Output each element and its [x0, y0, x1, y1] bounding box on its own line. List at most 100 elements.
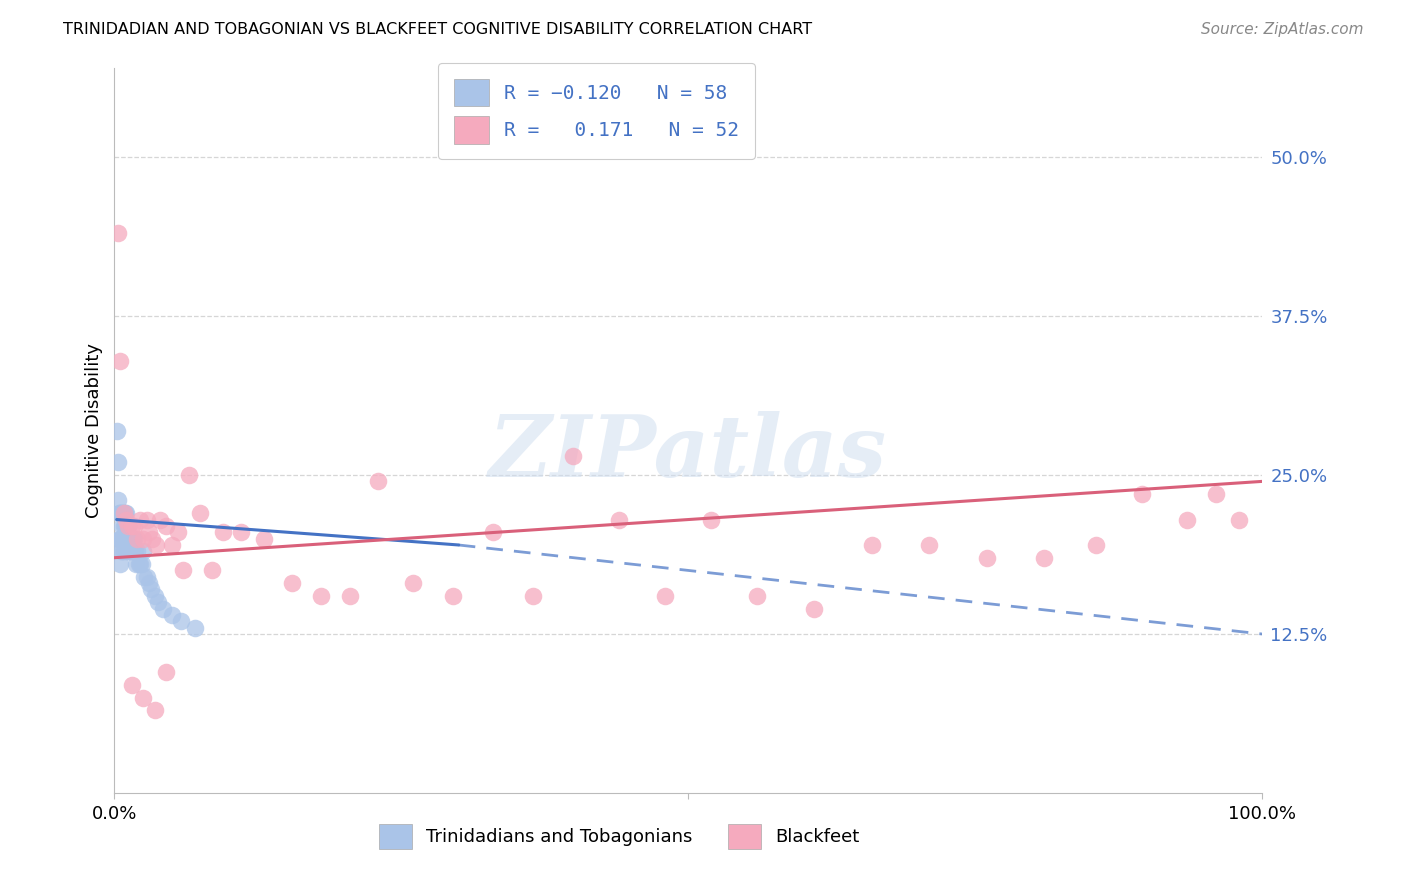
- Point: [160, 538, 183, 552]
- Point: [121, 544, 143, 558]
- Point: [441, 589, 464, 603]
- Point: [120, 544, 142, 558]
- Y-axis label: Cognitive Disability: Cognitive Disability: [86, 343, 103, 518]
- Point: [105, 424, 128, 438]
- Point: [138, 525, 160, 540]
- Point: [135, 512, 157, 526]
- Point: [155, 665, 177, 680]
- Point: [110, 532, 132, 546]
- Point: [115, 512, 138, 526]
- Point: [184, 621, 207, 635]
- Point: [112, 506, 135, 520]
- Point: [115, 532, 138, 546]
- Point: [108, 532, 131, 546]
- Point: [107, 493, 129, 508]
- Point: [115, 519, 138, 533]
- Point: [121, 678, 143, 692]
- Point: [112, 532, 135, 546]
- Point: [117, 519, 139, 533]
- Point: [190, 506, 212, 520]
- Point: [122, 519, 145, 533]
- Point: [482, 525, 505, 540]
- Point: [107, 227, 129, 241]
- Point: [609, 512, 631, 526]
- Point: [201, 563, 224, 577]
- Point: [145, 538, 167, 552]
- Text: TRINIDADIAN AND TOBAGONIAN VS BLACKFEET COGNITIVE DISABILITY CORRELATION CHART: TRINIDADIAN AND TOBAGONIAN VS BLACKFEET …: [63, 22, 813, 37]
- Point: [745, 589, 768, 603]
- Point: [139, 582, 162, 597]
- Point: [122, 544, 145, 558]
- Point: [121, 532, 143, 546]
- Point: [124, 544, 146, 558]
- Point: [110, 506, 132, 520]
- Point: [120, 532, 142, 546]
- Point: [111, 519, 134, 533]
- Point: [229, 525, 252, 540]
- Point: [143, 589, 166, 603]
- Point: [132, 690, 155, 705]
- Point: [172, 563, 194, 577]
- Point: [111, 532, 134, 546]
- Point: [212, 525, 235, 540]
- Point: [252, 532, 274, 546]
- Point: [127, 544, 149, 558]
- Point: [131, 557, 153, 571]
- Point: [128, 557, 150, 571]
- Point: [108, 506, 131, 520]
- Point: [402, 576, 425, 591]
- Point: [112, 506, 135, 520]
- Point: [110, 544, 132, 558]
- Point: [860, 538, 883, 552]
- Point: [138, 576, 160, 591]
- Point: [115, 519, 138, 533]
- Point: [121, 544, 143, 558]
- Point: [562, 449, 585, 463]
- Point: [127, 532, 149, 546]
- Point: [128, 512, 150, 526]
- Point: [115, 532, 138, 546]
- Legend: R = −0.120   N = 58, R =   0.171   N = 52: R = −0.120 N = 58, R = 0.171 N = 52: [439, 63, 755, 159]
- Point: [108, 532, 131, 546]
- Point: [107, 455, 129, 469]
- Point: [114, 519, 136, 533]
- Point: [1177, 512, 1199, 526]
- Point: [918, 538, 941, 552]
- Point: [155, 519, 177, 533]
- Point: [1084, 538, 1107, 552]
- Point: [152, 601, 174, 615]
- Point: [121, 532, 143, 546]
- Point: [135, 570, 157, 584]
- Point: [700, 512, 723, 526]
- Point: [803, 601, 825, 615]
- Point: [115, 544, 138, 558]
- Point: [128, 557, 150, 571]
- Point: [112, 519, 135, 533]
- Point: [122, 532, 145, 546]
- Point: [1227, 512, 1250, 526]
- Point: [108, 353, 131, 368]
- Point: [1033, 550, 1056, 565]
- Point: [166, 525, 188, 540]
- Point: [134, 570, 156, 584]
- Point: [114, 532, 136, 546]
- Point: [118, 532, 141, 546]
- Point: [111, 506, 134, 520]
- Point: [111, 544, 134, 558]
- Point: [149, 512, 172, 526]
- Point: [1130, 487, 1153, 501]
- Point: [132, 544, 155, 558]
- Point: [115, 506, 138, 520]
- Point: [281, 576, 304, 591]
- Point: [117, 519, 139, 533]
- Point: [339, 589, 361, 603]
- Point: [108, 557, 131, 571]
- Point: [976, 550, 998, 565]
- Point: [177, 468, 200, 483]
- Point: [143, 703, 166, 717]
- Point: [117, 544, 139, 558]
- Point: [522, 589, 544, 603]
- Text: Source: ZipAtlas.com: Source: ZipAtlas.com: [1201, 22, 1364, 37]
- Point: [309, 589, 332, 603]
- Point: [654, 589, 676, 603]
